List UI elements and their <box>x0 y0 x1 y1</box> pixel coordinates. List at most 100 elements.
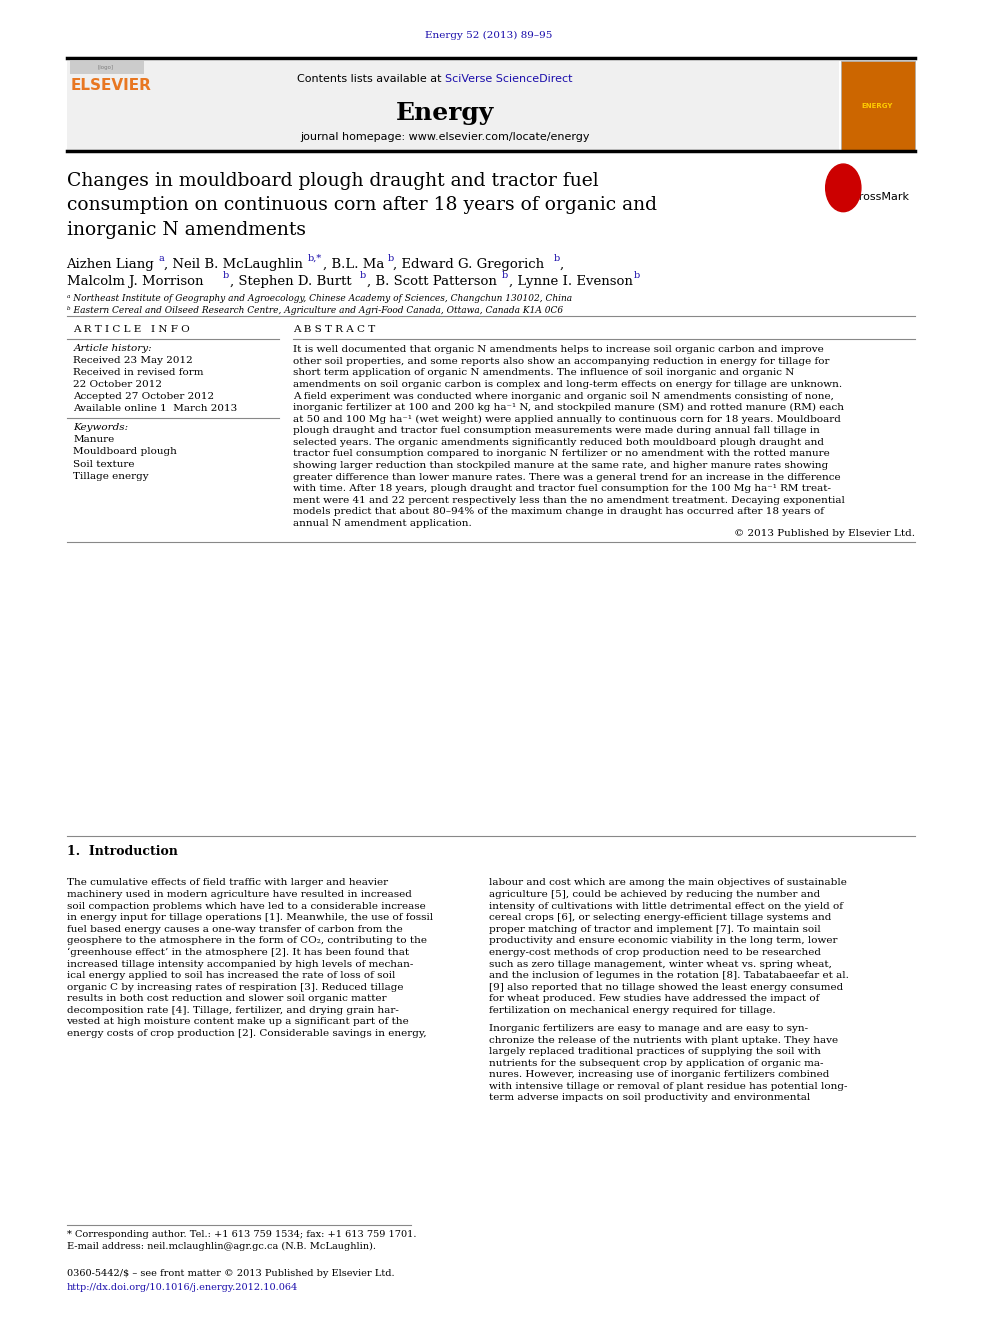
Text: greater difference than lower manure rates. There was a general trend for an inc: greater difference than lower manure rat… <box>294 472 841 482</box>
Text: , Neil B. McLaughlin: , Neil B. McLaughlin <box>165 258 304 271</box>
Text: ᵇ Eastern Cereal and Oilseed Research Centre, Agriculture and Agri-Food Canada, : ᵇ Eastern Cereal and Oilseed Research Ce… <box>66 306 562 315</box>
Text: , Lynne I. Evenson: , Lynne I. Evenson <box>509 275 633 288</box>
Text: Energy 52 (2013) 89–95: Energy 52 (2013) 89–95 <box>426 30 553 40</box>
Text: journal homepage: www.elsevier.com/locate/energy: journal homepage: www.elsevier.com/locat… <box>301 132 590 143</box>
Text: organic C by increasing rates of respiration [3]. Reduced tillage: organic C by increasing rates of respira… <box>66 983 403 992</box>
Text: A R T I C L E   I N F O: A R T I C L E I N F O <box>73 325 190 335</box>
Text: [logo]: [logo] <box>97 65 114 70</box>
Text: increased tillage intensity accompanied by high levels of mechan-: increased tillage intensity accompanied … <box>66 959 413 968</box>
Text: Accepted 27 October 2012: Accepted 27 October 2012 <box>73 392 214 401</box>
Text: productivity and ensure economic viability in the long term, lower: productivity and ensure economic viabili… <box>489 937 837 946</box>
Text: geosphere to the atmosphere in the form of CO₂, contributing to the: geosphere to the atmosphere in the form … <box>66 937 427 946</box>
Text: at 50 and 100 Mg ha⁻¹ (wet weight) were applied annually to continuous corn for : at 50 and 100 Mg ha⁻¹ (wet weight) were … <box>294 415 841 423</box>
Text: ᵃ Northeast Institute of Geography and Agroecology, Chinese Academy of Sciences,: ᵃ Northeast Institute of Geography and A… <box>66 294 571 303</box>
Text: largely replaced traditional practices of supplying the soil with: largely replaced traditional practices o… <box>489 1048 821 1056</box>
Text: Contents lists available at: Contents lists available at <box>298 74 445 85</box>
Text: with time. After 18 years, plough draught and tractor fuel consumption for the 1: with time. After 18 years, plough draugh… <box>294 484 831 493</box>
Text: labour and cost which are among the main objectives of sustainable: labour and cost which are among the main… <box>489 878 847 888</box>
Text: b: b <box>388 254 394 263</box>
Text: fuel based energy causes a one-way transfer of carbon from the: fuel based energy causes a one-way trans… <box>66 925 403 934</box>
Text: cereal crops [6], or selecting energy-efficient tillage systems and: cereal crops [6], or selecting energy-ef… <box>489 913 831 922</box>
Text: energy-cost methods of crop production need to be researched: energy-cost methods of crop production n… <box>489 947 821 957</box>
Text: Keywords:: Keywords: <box>73 423 129 433</box>
Text: ical energy applied to soil has increased the rate of loss of soil: ical energy applied to soil has increase… <box>66 971 395 980</box>
Text: short term application of organic N amendments. The influence of soil inorganic : short term application of organic N amen… <box>294 368 795 377</box>
Text: Mouldboard plough: Mouldboard plough <box>73 447 178 456</box>
Text: http://dx.doi.org/10.1016/j.energy.2012.10.064: http://dx.doi.org/10.1016/j.energy.2012.… <box>66 1283 298 1293</box>
Text: ‘greenhouse effect’ in the atmosphere [2]. It has been found that: ‘greenhouse effect’ in the atmosphere [2… <box>66 947 409 958</box>
Text: * Corresponding author. Tel.: +1 613 759 1534; fax: +1 613 759 1701.: * Corresponding author. Tel.: +1 613 759… <box>66 1230 416 1240</box>
Text: intensity of cultivations with little detrimental effect on the yield of: intensity of cultivations with little de… <box>489 902 843 910</box>
Text: showing larger reduction than stockpiled manure at the same rate, and higher man: showing larger reduction than stockpiled… <box>294 462 828 470</box>
Text: agriculture [5], could be achieved by reducing the number and: agriculture [5], could be achieved by re… <box>489 890 820 900</box>
Text: 0360-5442/$ – see front matter © 2013 Published by Elsevier Ltd.: 0360-5442/$ – see front matter © 2013 Pu… <box>66 1269 394 1278</box>
Text: 1.  Introduction: 1. Introduction <box>66 845 178 859</box>
Text: © 2013 Published by Elsevier Ltd.: © 2013 Published by Elsevier Ltd. <box>734 529 915 538</box>
Text: ,: , <box>559 258 563 271</box>
Text: fertilization on mechanical energy required for tillage.: fertilization on mechanical energy requi… <box>489 1005 776 1015</box>
Text: Tillage energy: Tillage energy <box>73 472 149 480</box>
Text: machinery used in modern agriculture have resulted in increased: machinery used in modern agriculture hav… <box>66 890 412 900</box>
Text: SciVerse ScienceDirect: SciVerse ScienceDirect <box>445 74 572 85</box>
Text: [9] also reported that no tillage showed the least energy consumed: [9] also reported that no tillage showed… <box>489 983 843 992</box>
Text: Soil texture: Soil texture <box>73 459 135 468</box>
Text: It is well documented that organic N amendments helps to increase soil organic c: It is well documented that organic N ame… <box>294 345 824 355</box>
Text: b: b <box>223 271 229 280</box>
Text: A field experiment was conducted where inorganic and organic soil N amendments c: A field experiment was conducted where i… <box>294 392 834 401</box>
Text: b: b <box>634 271 640 280</box>
Text: b: b <box>554 254 559 263</box>
Bar <box>841 61 915 151</box>
Text: vested at high moisture content make up a significant part of the: vested at high moisture content make up … <box>66 1017 410 1027</box>
Text: nutrients for the subsequent crop by application of organic ma-: nutrients for the subsequent crop by app… <box>489 1058 823 1068</box>
Text: b,*: b,* <box>309 254 322 263</box>
Text: ELSEVIER: ELSEVIER <box>70 78 152 94</box>
Bar <box>66 61 839 151</box>
Text: Manure: Manure <box>73 435 115 445</box>
Text: Energy: Energy <box>396 101 494 124</box>
Text: ment were 41 and 22 percent respectively less than the no amendment treatment. D: ment were 41 and 22 percent respectively… <box>294 496 845 505</box>
Text: , B.L. Ma: , B.L. Ma <box>322 258 384 271</box>
Circle shape <box>825 164 861 212</box>
Text: A B S T R A C T: A B S T R A C T <box>294 325 376 335</box>
Text: annual N amendment application.: annual N amendment application. <box>294 519 472 528</box>
Text: Malcolm J. Morrison: Malcolm J. Morrison <box>66 275 203 288</box>
Text: Received in revised form: Received in revised form <box>73 368 204 377</box>
Text: CrossMark: CrossMark <box>851 192 909 202</box>
Text: nures. However, increasing use of inorganic fertilizers combined: nures. However, increasing use of inorga… <box>489 1070 829 1080</box>
Text: ENERGY: ENERGY <box>862 103 893 108</box>
Text: , Stephen D. Burtt: , Stephen D. Burtt <box>230 275 351 288</box>
Text: inorganic fertilizer at 100 and 200 kg ha⁻¹ N, and stockpiled manure (SM) and ro: inorganic fertilizer at 100 and 200 kg h… <box>294 404 844 413</box>
Text: Aizhen Liang: Aizhen Liang <box>66 258 155 271</box>
Text: for wheat produced. Few studies have addressed the impact of: for wheat produced. Few studies have add… <box>489 995 819 1003</box>
Text: in energy input for tillage operations [1]. Meanwhile, the use of fossil: in energy input for tillage operations [… <box>66 913 433 922</box>
Text: and the inclusion of legumes in the rotation [8]. Tabatabaeefar et al.: and the inclusion of legumes in the rota… <box>489 971 849 980</box>
Text: Article history:: Article history: <box>73 344 152 353</box>
Text: Available online 1  March 2013: Available online 1 March 2013 <box>73 404 238 413</box>
Text: with intensive tillage or removal of plant residue has potential long-: with intensive tillage or removal of pla… <box>489 1082 847 1091</box>
Text: Changes in mouldboard plough draught and tractor fuel
consumption on continuous : Changes in mouldboard plough draught and… <box>66 172 657 238</box>
Text: models predict that about 80–94% of the maximum change in draught has occurred a: models predict that about 80–94% of the … <box>294 508 824 516</box>
Text: tractor fuel consumption compared to inorganic N fertilizer or no amendment with: tractor fuel consumption compared to ino… <box>294 450 830 459</box>
Text: decomposition rate [4]. Tillage, fertilizer, and drying grain har-: decomposition rate [4]. Tillage, fertili… <box>66 1005 399 1015</box>
Text: soil compaction problems which have led to a considerable increase: soil compaction problems which have led … <box>66 902 426 910</box>
Text: a: a <box>159 254 165 263</box>
Text: The cumulative effects of field traffic with larger and heavier: The cumulative effects of field traffic … <box>66 878 388 888</box>
Text: other soil properties, and some reports also show an accompanying reduction in e: other soil properties, and some reports … <box>294 357 830 366</box>
Text: proper matching of tractor and implement [7]. To maintain soil: proper matching of tractor and implement… <box>489 925 821 934</box>
Text: , B. Scott Patterson: , B. Scott Patterson <box>367 275 497 288</box>
Text: Inorganic fertilizers are easy to manage and are easy to syn-: Inorganic fertilizers are easy to manage… <box>489 1024 808 1033</box>
Text: , Edward G. Gregorich: , Edward G. Gregorich <box>393 258 545 271</box>
Text: amendments on soil organic carbon is complex and long-term effects on energy for: amendments on soil organic carbon is com… <box>294 380 842 389</box>
Text: term adverse impacts on soil productivity and environmental: term adverse impacts on soil productivit… <box>489 1093 810 1102</box>
Text: results in both cost reduction and slower soil organic matter: results in both cost reduction and slowe… <box>66 995 386 1003</box>
Text: E-mail address: neil.mclaughlin@agr.gc.ca (N.B. McLaughlin).: E-mail address: neil.mclaughlin@agr.gc.c… <box>66 1242 376 1252</box>
Text: energy costs of crop production [2]. Considerable savings in energy,: energy costs of crop production [2]. Con… <box>66 1029 427 1039</box>
Bar <box>70 61 144 74</box>
Text: Received 23 May 2012: Received 23 May 2012 <box>73 356 193 365</box>
Text: such as zero tillage management, winter wheat vs. spring wheat,: such as zero tillage management, winter … <box>489 959 832 968</box>
Text: chronize the release of the nutrients with plant uptake. They have: chronize the release of the nutrients wi… <box>489 1036 838 1045</box>
Text: plough draught and tractor fuel consumption measurements were made during annual: plough draught and tractor fuel consumpt… <box>294 426 820 435</box>
Text: 22 October 2012: 22 October 2012 <box>73 380 163 389</box>
Text: selected years. The organic amendments significantly reduced both mouldboard plo: selected years. The organic amendments s… <box>294 438 824 447</box>
Text: b: b <box>502 271 508 280</box>
